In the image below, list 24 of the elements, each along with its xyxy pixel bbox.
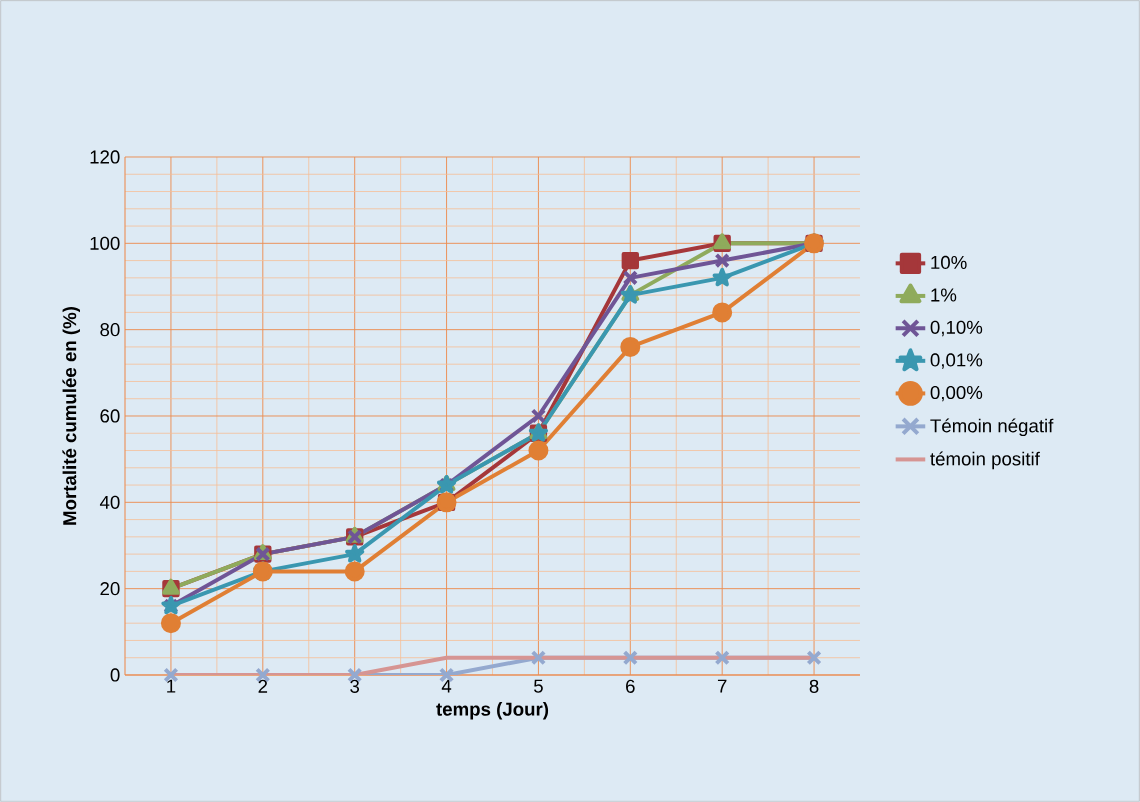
y-tick-label: 80 [100,323,120,337]
y-tick-label: 40 [99,495,120,509]
legend-label: Témoin négatif [930,418,1054,437]
y-tick-label: 20 [100,582,120,596]
legend-label: 1% [931,288,957,302]
y-tick-label: 100 [90,236,120,250]
legend-label: 0,10% [930,320,983,337]
x-tick-label: 2 [258,679,268,693]
y-tick-label: 0 [110,668,120,682]
y-tick-label: 60 [100,409,120,423]
legend-label: 0,00% [930,385,983,402]
x-tick-label: 8 [809,679,819,693]
legend-label: 10% [931,255,967,270]
x-tick-label: 5 [534,679,543,693]
x-tick-label: 6 [626,679,635,693]
y-tick-label: 120 [90,150,120,164]
y-axis-title: Mortalité cumulée en (%) [62,306,80,525]
x-tick-label: 4 [441,679,452,693]
x-axis-title: temps (Jour) [436,702,549,720]
x-tick-label: 1 [167,679,176,693]
legend-label: 0,01% [930,353,983,369]
legend-label: témoin positif [930,451,1040,470]
x-tick-label: 7 [717,679,727,693]
x-tick-label: 3 [350,679,360,693]
